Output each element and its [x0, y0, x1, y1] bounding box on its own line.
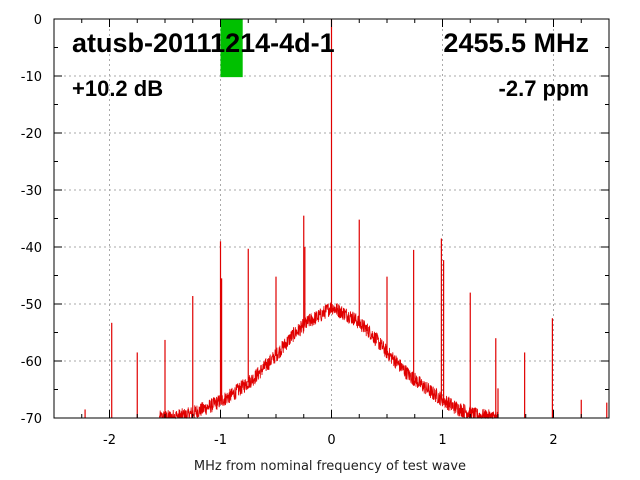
chart-title: atusb-20111214-4d-1 [72, 28, 335, 58]
y-tick-label: -70 [21, 412, 42, 427]
y-tick-label: 0 [34, 13, 42, 28]
noise-floor-trace [159, 302, 499, 420]
y-tick-label: -50 [21, 298, 42, 313]
y-tick-label: -10 [21, 70, 42, 85]
gain-label: +10.2 dB [72, 76, 163, 101]
y-tick-labels: 0 -10 -20 -30 -40 -50 -60 -70 [21, 13, 42, 427]
x-tick-label: -1 [214, 433, 227, 448]
frequency-label: 2455.5 MHz [443, 28, 589, 58]
y-tick-label: -40 [21, 241, 42, 256]
spur-lines [84, 19, 608, 418]
ppm-label: -2.7 ppm [499, 76, 589, 101]
x-tick-labels: -2 -1 0 1 2 [103, 433, 558, 448]
x-tick-label: 2 [549, 433, 557, 448]
y-tick-label: -30 [21, 184, 42, 199]
x-axis-label: MHz from nominal frequency of test wave [194, 459, 466, 474]
x-tick-label: -2 [103, 433, 116, 448]
y-tick-label: -60 [21, 355, 42, 370]
axis-ticks [53, 18, 610, 419]
x-tick-label: 0 [327, 433, 335, 448]
noise-trace-line [159, 302, 499, 420]
x-tick-label: 1 [438, 433, 446, 448]
gain-marker [220, 19, 243, 78]
y-tick-label: -20 [21, 127, 42, 142]
